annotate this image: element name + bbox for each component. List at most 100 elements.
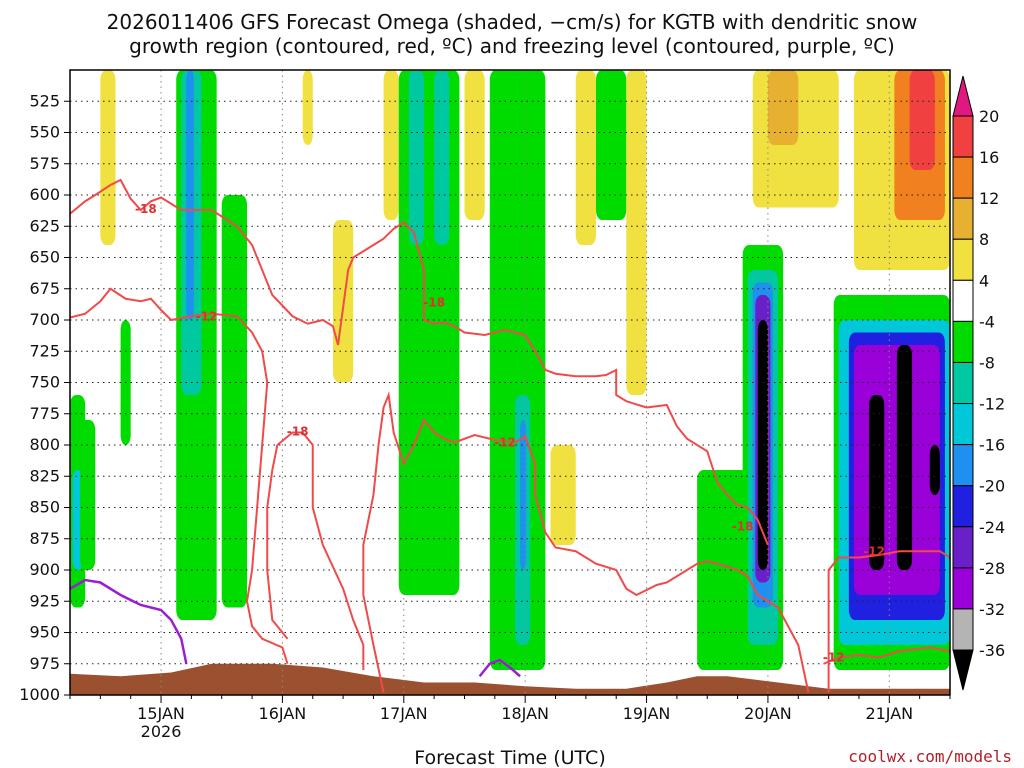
omega-region-green-column-f [595, 70, 627, 220]
y-tick-label-775: 775 [29, 404, 60, 423]
x-tick-sublabel-15JAN: 2026 [141, 722, 182, 741]
colorbar-label-5: -4 [979, 312, 995, 331]
y-tick-label-800: 800 [29, 435, 60, 454]
omega-region-teal-column-c2 [434, 70, 450, 245]
dgz-contour-7 [823, 646, 950, 665]
freezing-level-contour-0 [70, 578, 188, 664]
colorbar-band-9 [952, 485, 974, 528]
colorbar-band-2 [952, 197, 974, 240]
y-tick-label-525: 525 [29, 91, 60, 110]
dgz-label-5: -18 [732, 519, 754, 533]
dgz-label-1: -12 [196, 309, 218, 323]
x-tick-label-21JAN: 21JAN [865, 704, 913, 723]
colorbar-label-4: 4 [979, 271, 989, 290]
colorbar-label-10: -24 [979, 518, 1005, 537]
colorbar-band-0 [952, 115, 974, 158]
omega-region-black-column-j3 [929, 445, 940, 495]
omega-region-yellow-a2 [302, 70, 313, 145]
dgz-contour-2 [266, 431, 365, 670]
dgz-contour-1 [70, 287, 289, 665]
dgz-contour-4 [362, 391, 810, 693]
omega-region-green-column-b [221, 195, 248, 608]
colorbar-top-arrow [952, 75, 974, 117]
colorbar-band-3 [952, 238, 974, 281]
omega-region-orange-h [767, 70, 799, 145]
colorbar-band-7 [952, 403, 974, 446]
dgz-label-3: -18 [423, 296, 445, 310]
y-tick-label-675: 675 [29, 279, 60, 298]
x-axis-title: Forecast Time (UTC) [414, 747, 605, 768]
terrain-layer [70, 663, 950, 695]
x-tick-label-17JAN: 17JAN [380, 704, 428, 723]
chart-subtitle: growth region (contoured, red, ºC) and f… [129, 34, 895, 58]
omega-region-blue-column-a [186, 70, 194, 320]
colorbar: 20 16 12 8 4 -4 -8 -12 -16 -20 -24 -28 -32 -36 [952, 75, 1005, 691]
omega-region-black-column-i [757, 320, 768, 570]
x-tick-label-16JAN: 16JAN [259, 704, 307, 723]
colorbar-label-6: -8 [979, 353, 995, 372]
dgz-label-0: -18 [135, 202, 157, 216]
y-tick-label-825: 825 [29, 466, 60, 485]
y-tick-label-550: 550 [29, 123, 60, 142]
omega-region-green-column-d [489, 70, 546, 670]
y-tick-label-750: 750 [29, 373, 60, 392]
colorbar-band-10 [952, 526, 974, 569]
colorbar-band-11 [952, 567, 974, 610]
contour-lines: -18 -12 -18 -18 -12 -18 -12 -12 [70, 178, 950, 693]
chart-title: 2026011406 GFS Forecast Omega (shaded, −… [107, 10, 918, 34]
colorbar-bottom-arrow [952, 649, 974, 691]
colorbar-band-6 [952, 361, 974, 405]
colorbar-label-8: -16 [979, 436, 1005, 455]
x-tick-label-19JAN: 19JAN [623, 704, 671, 723]
y-tick-label-700: 700 [29, 310, 60, 329]
y-tick-label-900: 900 [29, 560, 60, 579]
dgz-label-6: -12 [863, 544, 885, 558]
y-tick-label-925: 925 [29, 591, 60, 610]
dgz-label-7: -12 [823, 651, 845, 665]
credit-link[interactable]: coolwx.com/models [848, 747, 1012, 766]
colorbar-label-1: 16 [979, 148, 999, 167]
omega-region-yellow-f [575, 70, 596, 245]
grid-lines [70, 70, 950, 695]
colorbar-band-1 [952, 156, 974, 199]
omega-region-teal-column-c [408, 70, 425, 245]
dgz-contour-0 [70, 178, 340, 346]
colorbar-label-3: 8 [979, 230, 989, 249]
omega-region-yellow-g [626, 70, 647, 395]
x-tick-label-15JAN: 15JAN [137, 704, 185, 723]
y-tick-label-575: 575 [29, 154, 60, 173]
colorbar-band-12 [952, 608, 974, 651]
colorbar-band-4 [952, 279, 974, 322]
omega-region-blue-column-d [520, 420, 527, 570]
omega-region-yellow-c [383, 70, 399, 220]
omega-region-yellow-e [550, 445, 576, 545]
omega-region-green-column-c [398, 70, 460, 595]
omega-region-green-band-2 [80, 420, 96, 570]
omega-region-black-column-j2 [896, 345, 913, 570]
y-tick-label-875: 875 [29, 529, 60, 548]
colorbar-label-0: 20 [979, 107, 999, 126]
x-tick-label-20JAN: 20JAN [744, 704, 792, 723]
dgz-contour-3 [337, 221, 647, 409]
colorbar-band-8 [952, 444, 974, 487]
colorbar-label-7: -12 [979, 395, 1005, 414]
dgz-label-2: -18 [287, 424, 309, 438]
omega-region-yellow-top-a [100, 70, 116, 245]
omega-region-black-column-j1 [869, 395, 885, 570]
omega-region-yellow-d [464, 70, 485, 220]
y-tick-label-1000: 1000 [19, 685, 60, 704]
omega-region-red-top-j [909, 70, 935, 170]
terrain-fill [70, 663, 950, 695]
freezing-level-contour-1 [478, 658, 521, 678]
x-tick-label-18JAN: 18JAN [501, 704, 549, 723]
y-tick-label-725: 725 [29, 341, 60, 360]
colorbar-label-13: -36 [979, 641, 1005, 660]
dgz-contour-6 [827, 550, 950, 693]
colorbar-label-12: -32 [979, 600, 1005, 619]
dgz-contour-5 [646, 403, 769, 546]
y-tick-label-950: 950 [29, 623, 60, 642]
colorbar-band-5 [952, 320, 974, 363]
colorbar-label-2: 12 [979, 189, 999, 208]
y-tick-label-600: 600 [29, 185, 60, 204]
